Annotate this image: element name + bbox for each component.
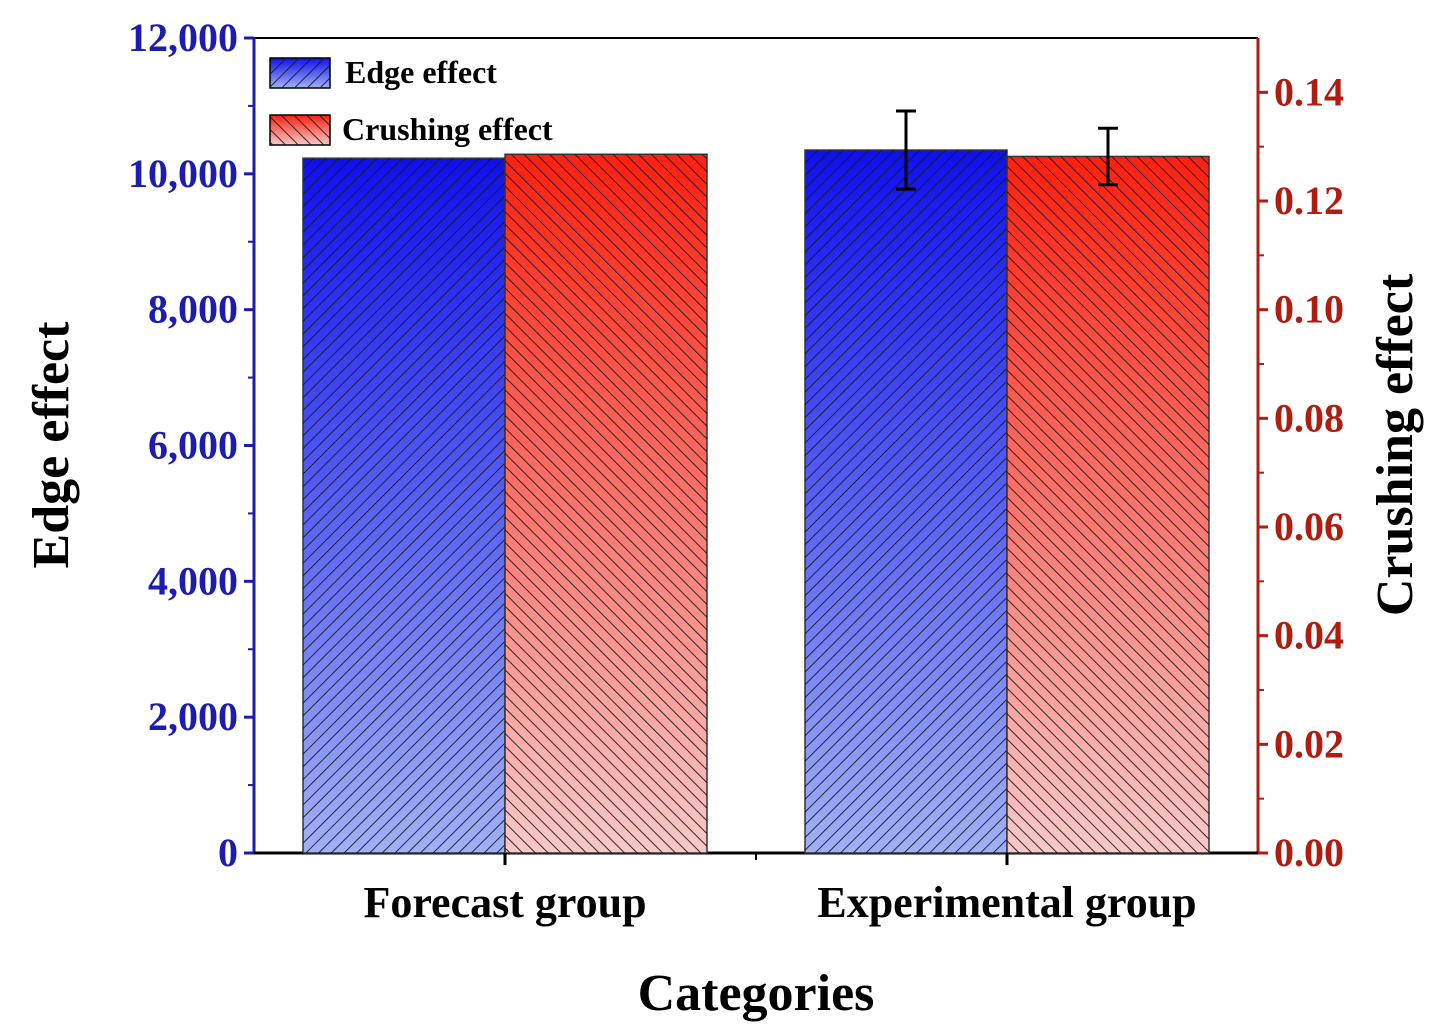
left-tick-label-3: 6,000 bbox=[148, 423, 238, 468]
bar-edge-effect-forecast-group-hatch bbox=[303, 158, 505, 853]
left-axis-ticks: 0 2,000 4,000 6,000 8,000 10,000 12,000 bbox=[128, 15, 254, 875]
x-axis-title: Categories bbox=[638, 965, 875, 1022]
legend-label-crushing-effect: Crushing effect bbox=[342, 111, 553, 147]
legend-swatch-crushing-effect-hatch bbox=[270, 115, 330, 145]
x-tick-label-forecast-group: Forecast group bbox=[363, 878, 646, 927]
x-tick-label-experimental-group: Experimental group bbox=[817, 878, 1196, 927]
left-tick-label-2: 4,000 bbox=[148, 558, 238, 603]
right-tick-label-2: 0.04 bbox=[1274, 613, 1344, 658]
left-tick-label-5: 10,000 bbox=[128, 151, 238, 196]
right-tick-label-0: 0.00 bbox=[1274, 830, 1344, 875]
bar-crushing-effect-forecast-group-hatch bbox=[505, 154, 707, 854]
legend-item-crushing-effect: Crushing effect bbox=[269, 111, 553, 147]
bar-edge-effect-experimental-group-hatch bbox=[805, 150, 1007, 853]
bars bbox=[302, 149, 1210, 854]
right-tick-label-1: 0.02 bbox=[1274, 721, 1344, 766]
legend-label-edge-effect: Edge effect bbox=[345, 54, 497, 90]
right-tick-label-5: 0.10 bbox=[1274, 287, 1344, 332]
left-tick-label-4: 8,000 bbox=[148, 287, 238, 332]
left-tick-label-6: 12,000 bbox=[128, 15, 238, 60]
legend-swatch-edge-effect-hatch bbox=[270, 58, 330, 88]
right-tick-label-6: 0.12 bbox=[1274, 178, 1344, 223]
bar-crushing-effect-experimental-group-hatch bbox=[1007, 156, 1209, 854]
left-tick-label-1: 2,000 bbox=[148, 694, 238, 739]
right-tick-label-3: 0.06 bbox=[1274, 504, 1344, 549]
left-y-axis-title: Edge effect bbox=[23, 321, 80, 569]
error-bars bbox=[896, 109, 1118, 191]
right-tick-label-7: 0.14 bbox=[1274, 69, 1344, 114]
right-axis-ticks: 0.00 0.02 0.04 0.06 0.08 0.10 0.12 0.14 bbox=[1258, 69, 1344, 875]
legend-item-edge-effect: Edge effect bbox=[269, 54, 497, 90]
right-tick-label-4: 0.08 bbox=[1274, 395, 1344, 440]
right-y-axis-title: Crushing effect bbox=[1367, 273, 1424, 616]
x-axis-ticks: Forecast group Experimental group bbox=[363, 853, 1197, 927]
left-tick-label-0: 0 bbox=[218, 830, 238, 875]
legend: Edge effect Crushing effect bbox=[269, 54, 553, 147]
